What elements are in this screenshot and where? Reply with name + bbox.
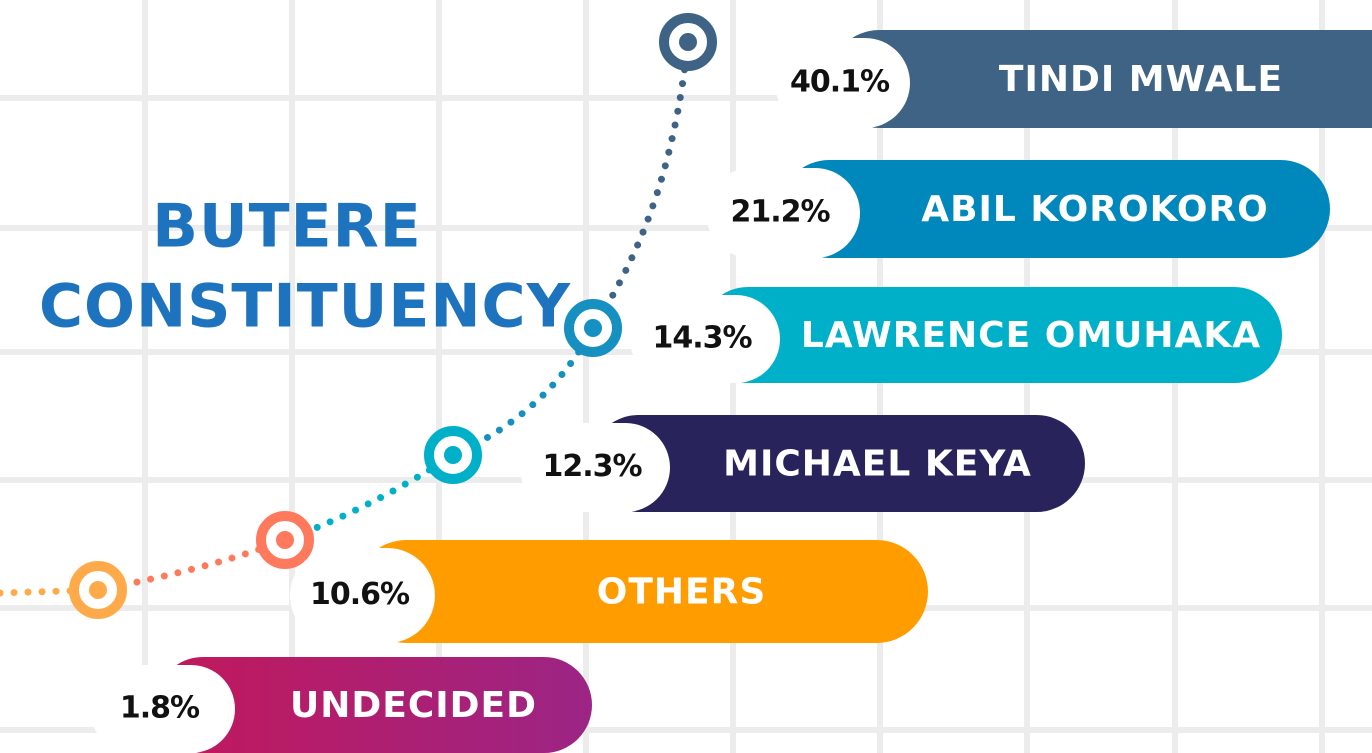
candidate-row: 1.8% UNDECIDED [90,657,592,753]
candidate-name: MICHAEL KEYA [723,444,1032,485]
candidate-name: UNDECIDED [290,685,537,726]
dotted-segment [589,38,692,332]
candidate-row: 12.3% MICHAEL KEYA [520,415,1085,512]
dotted-segment [94,536,289,594]
name-bar [155,657,592,753]
share-pill [90,665,235,753]
share-label: 21.2% [730,195,830,230]
share-pill [290,548,435,643]
title-line: BUTERE [152,192,422,262]
name-bar [700,287,1282,383]
share-label: 10.6% [310,577,410,612]
candidate-row: 40.1% TINDI MWALE [775,30,1372,128]
share-pill [520,423,670,512]
share-pill [775,38,910,128]
node-center [679,33,697,51]
name-bar [780,160,1330,258]
name-bar [830,30,1372,128]
name-bar [355,540,928,643]
node-center [584,319,602,337]
candidate-name: LAWRENCE OMUHAKA [801,315,1261,356]
node-center [89,581,107,599]
share-pill [706,168,860,258]
dotted-curve [0,13,717,619]
candidate-row: 21.2% ABIL KOROKORO [706,160,1330,258]
candidate-name: OTHERS [597,572,767,613]
candidate-row: 14.3% LAWRENCE OMUHAKA [630,287,1282,383]
candidate-name: TINDI MWALE [999,59,1283,100]
share-pill [630,295,780,383]
share-label: 40.1% [790,65,890,100]
node-center [276,531,294,549]
candidate-row: 10.6% OTHERS [290,540,928,643]
title-line: CONSTITUENCY [39,272,572,342]
share-label: 12.3% [542,449,642,484]
share-label: 14.3% [652,321,752,356]
name-bar [590,415,1085,512]
node-center [444,446,462,464]
candidate-name: ABIL KOROKORO [921,189,1269,230]
share-label: 1.8% [120,691,200,726]
